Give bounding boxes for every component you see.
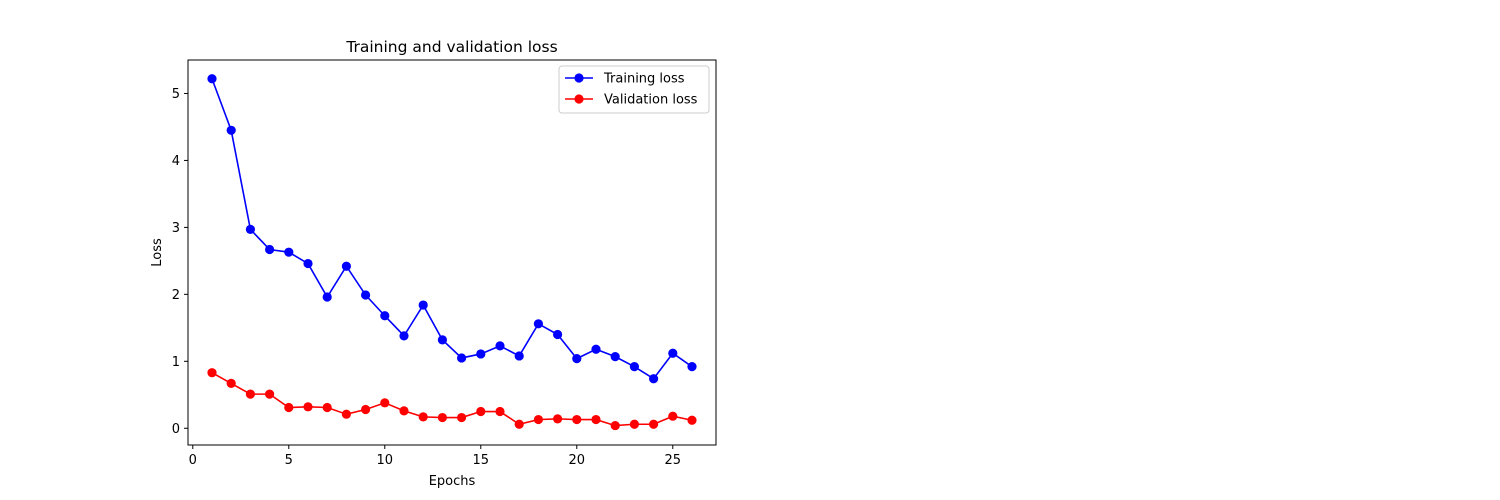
series-line: [211, 371, 693, 427]
y-tick-label: 5: [172, 87, 180, 102]
data-point: [495, 406, 505, 417]
x-tick-label: 5: [285, 453, 293, 468]
data-point: [649, 374, 659, 384]
data-point: [629, 419, 640, 429]
legend-item: Validation loss: [565, 93, 698, 108]
data-point: [284, 402, 294, 413]
data-point: [284, 247, 294, 257]
y-axis: 0 1 2 3 4 5: [172, 87, 188, 437]
legend-marker: [574, 94, 584, 104]
data-point: [553, 414, 563, 424]
data-point: [399, 331, 409, 341]
data-point: [687, 362, 697, 372]
data-point: [668, 348, 678, 358]
legend-label: Training loss: [603, 72, 685, 87]
data-point: [514, 419, 524, 429]
data-point: [437, 412, 447, 423]
data-point: [380, 398, 390, 408]
data-point: [341, 261, 351, 271]
data-point: [649, 419, 659, 429]
data-point: [226, 378, 236, 388]
data-point: [476, 349, 486, 359]
legend-marker: [574, 73, 584, 83]
data-point: [629, 362, 640, 372]
data-point: [226, 125, 236, 135]
plot-area: [207, 74, 697, 431]
data-point: [303, 258, 313, 269]
x-tick-label: 15: [473, 453, 490, 468]
data-point: [303, 402, 313, 412]
data-point: [437, 335, 447, 345]
data-point: [265, 244, 275, 255]
data-point: [418, 412, 428, 422]
data-point: [361, 404, 371, 415]
data-point: [610, 352, 620, 362]
chart-title: Training and validation loss: [345, 38, 557, 56]
data-point: [687, 415, 697, 425]
series-validation-loss: [207, 368, 697, 431]
y-tick-label: 4: [172, 154, 180, 169]
data-point: [207, 368, 217, 378]
data-point: [322, 402, 332, 413]
data-point: [245, 389, 255, 399]
series-line: [211, 78, 693, 380]
data-point: [591, 344, 601, 354]
data-point: [207, 74, 217, 84]
y-tick-label: 2: [172, 288, 180, 303]
x-tick-label: 0: [189, 453, 197, 468]
data-point: [610, 420, 620, 431]
data-point: [245, 224, 255, 234]
x-tick-label: 10: [377, 453, 394, 468]
data-point: [553, 329, 563, 340]
data-point: [668, 411, 678, 421]
y-tick-label: 0: [172, 422, 180, 437]
data-point: [265, 389, 275, 399]
data-point: [476, 406, 486, 417]
data-point: [457, 353, 467, 363]
x-axis: 0 5 10 15 20 25: [189, 445, 681, 468]
data-point: [361, 290, 371, 300]
data-point: [380, 311, 390, 321]
legend-box: [558, 65, 710, 114]
data-point: [514, 351, 524, 361]
data-point: [495, 341, 505, 351]
y-axis-label: Loss: [150, 238, 165, 267]
legend-item: Training loss: [565, 72, 685, 87]
series-training-loss: [207, 74, 697, 384]
data-point: [591, 414, 601, 425]
data-point: [572, 414, 582, 425]
data-point: [399, 406, 409, 416]
y-tick-label: 1: [172, 355, 180, 370]
axes-frame: [187, 59, 717, 446]
x-axis-label: Epochs: [429, 474, 476, 489]
x-tick-label: 25: [665, 453, 682, 468]
data-point: [572, 354, 582, 364]
y-tick-label: 3: [172, 221, 180, 236]
data-point: [533, 414, 544, 425]
data-point: [457, 412, 467, 423]
legend: Training loss Validation loss: [558, 65, 710, 114]
data-point: [533, 319, 544, 329]
data-point: [322, 292, 332, 302]
data-point: [418, 300, 428, 310]
x-tick-label: 20: [569, 453, 586, 468]
legend-label: Validation loss: [604, 93, 698, 108]
data-point: [341, 409, 351, 419]
